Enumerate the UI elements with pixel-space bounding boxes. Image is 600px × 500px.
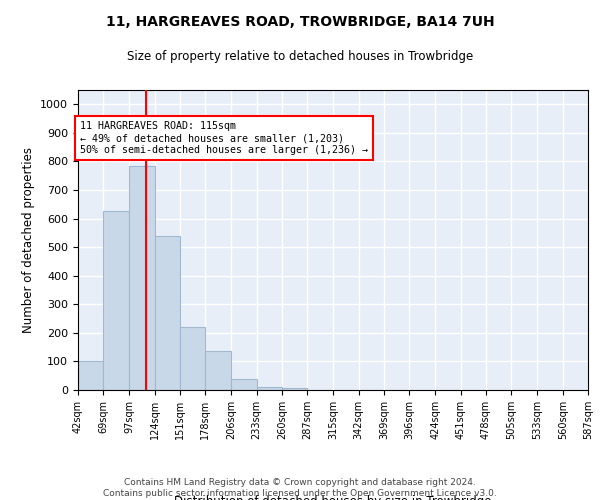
Text: 11, HARGREAVES ROAD, TROWBRIDGE, BA14 7UH: 11, HARGREAVES ROAD, TROWBRIDGE, BA14 7U… — [106, 15, 494, 29]
Bar — [282, 388, 307, 390]
Y-axis label: Number of detached properties: Number of detached properties — [22, 147, 35, 333]
Bar — [180, 327, 205, 390]
Text: Contains HM Land Registry data © Crown copyright and database right 2024.
Contai: Contains HM Land Registry data © Crown c… — [103, 478, 497, 498]
X-axis label: Distribution of detached houses by size in Trowbridge: Distribution of detached houses by size … — [174, 494, 492, 500]
Bar — [78, 362, 103, 390]
Bar — [232, 378, 257, 390]
Text: Size of property relative to detached houses in Trowbridge: Size of property relative to detached ho… — [127, 50, 473, 63]
Text: 11 HARGREAVES ROAD: 115sqm
← 49% of detached houses are smaller (1,203)
50% of s: 11 HARGREAVES ROAD: 115sqm ← 49% of deta… — [80, 122, 368, 154]
Bar — [103, 212, 130, 390]
Bar — [130, 166, 155, 390]
Bar — [155, 236, 180, 390]
Bar — [257, 386, 282, 390]
Bar — [205, 352, 232, 390]
